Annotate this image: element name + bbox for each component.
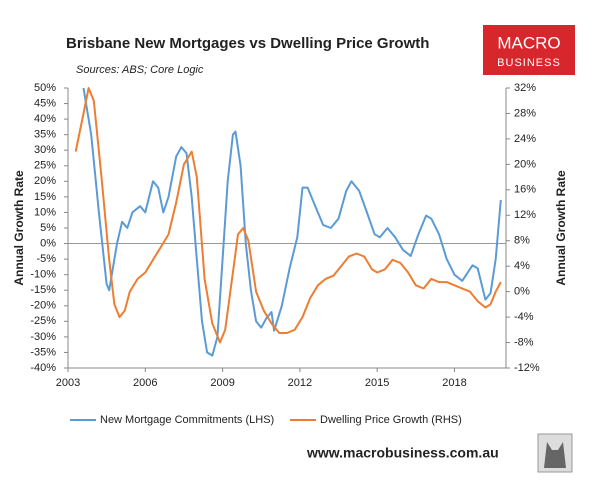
y2-tick-label: 12% <box>514 209 536 221</box>
y-tick-label: 20% <box>34 175 56 187</box>
y2-tick-label: -12% <box>514 362 540 374</box>
y2-tick-label: 20% <box>514 158 536 170</box>
y-tick-label: 25% <box>34 160 56 172</box>
y-tick-label: -35% <box>30 346 56 358</box>
y-tick-label: 0% <box>40 237 56 249</box>
legend-label: New Mortgage Commitments (LHS) <box>100 414 274 426</box>
x-tick-label: 2006 <box>133 377 157 389</box>
y-tick-label: -40% <box>30 362 56 374</box>
y-tick-label: 35% <box>34 129 56 141</box>
y-tick-label: -25% <box>30 315 56 327</box>
y2-tick-label: 16% <box>514 184 536 196</box>
y2-tick-label: 8% <box>514 235 530 247</box>
y-tick-label: -10% <box>30 269 56 281</box>
x-tick-label: 2009 <box>210 377 234 389</box>
y-tick-label: 30% <box>34 144 56 156</box>
y2-tick-label: -4% <box>514 311 534 323</box>
footer-url: www.macrobusiness.com.au <box>306 445 499 461</box>
y2-tick-label: 32% <box>514 82 536 94</box>
y-tick-label: -30% <box>30 331 56 343</box>
series-line <box>82 87 502 357</box>
y2-tick-label: 0% <box>514 286 530 298</box>
y-tick-label: 5% <box>40 222 56 234</box>
y2-tick-label: 24% <box>514 133 536 145</box>
y-axis-label: Annual Growth Rate <box>12 170 26 286</box>
y-tick-label: 40% <box>34 113 56 125</box>
chart-title: Brisbane New Mortgages vs Dwelling Price… <box>66 35 429 52</box>
y-tick-label: -5% <box>36 253 56 265</box>
y-tick-label: -20% <box>30 300 56 312</box>
wolf-icon <box>544 442 566 468</box>
y-tick-label: 45% <box>34 97 56 109</box>
series-line <box>74 87 502 344</box>
x-tick-label: 2003 <box>56 377 80 389</box>
y2-tick-label: 4% <box>514 260 530 272</box>
x-tick-label: 2015 <box>365 377 389 389</box>
y-tick-label: -15% <box>30 284 56 296</box>
y-tick-label: 10% <box>34 206 56 218</box>
x-tick-label: 2018 <box>442 377 466 389</box>
y2-tick-label: -8% <box>514 336 534 348</box>
y2-axis-label: Annual Growth Rate <box>554 170 568 286</box>
logo-text: BUSINESS <box>497 57 561 69</box>
logo-text: MACRO <box>497 33 560 52</box>
logo-box <box>483 25 575 75</box>
y-tick-label: 15% <box>34 191 56 203</box>
chart-subtitle: Sources: ABS; Core Logic <box>76 64 204 76</box>
x-tick-label: 2012 <box>288 377 312 389</box>
y-tick-label: 50% <box>34 82 56 94</box>
legend-label: Dwelling Price Growth (RHS) <box>320 414 462 426</box>
y2-tick-label: 28% <box>514 107 536 119</box>
